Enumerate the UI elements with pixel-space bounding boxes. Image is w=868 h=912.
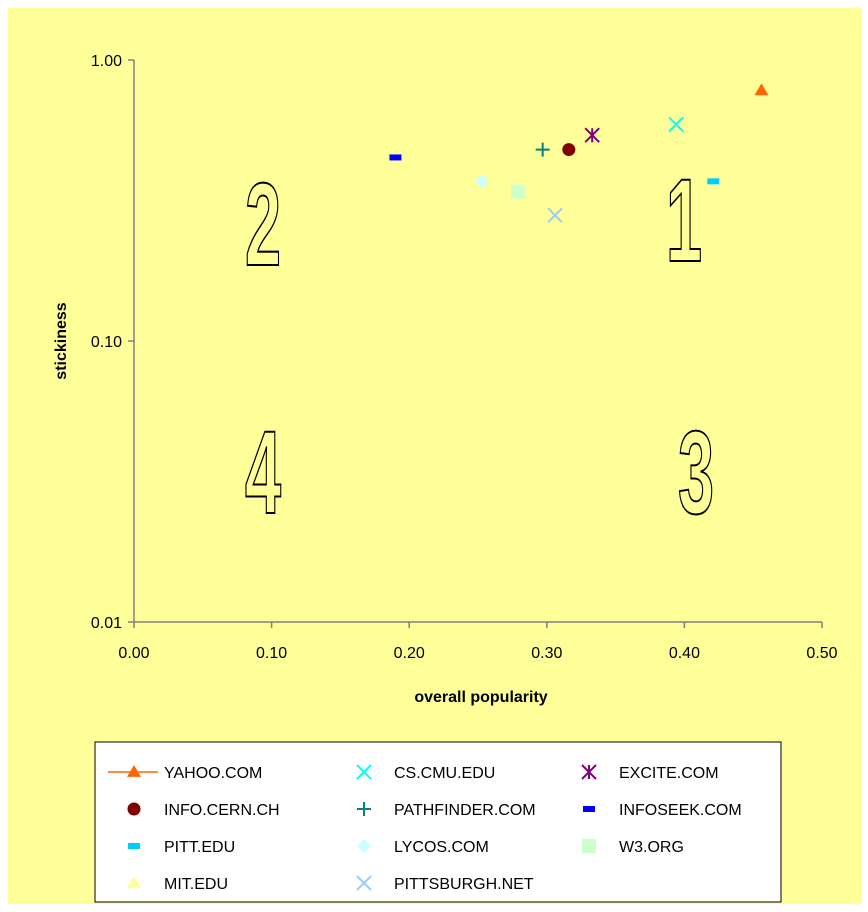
legend: YAHOO.COM CS.CMU.EDU EXCITE.COM INFO.CERN.C…: [94, 741, 782, 903]
quadrant-label-1: 1: [666, 156, 702, 287]
data-point: [668, 116, 684, 133]
legend-marker: [583, 806, 595, 812]
data-point: [389, 154, 402, 161]
data-point: [535, 142, 550, 157]
data-point: [547, 207, 563, 224]
data-point: [754, 83, 769, 96]
legend-label: INFO.CERN.CH: [164, 802, 280, 819]
legend-label: YAHOO.COM: [164, 765, 262, 782]
quadrant-label-4: 4: [245, 408, 281, 539]
data-point: [707, 178, 720, 185]
data-points: [389, 83, 769, 224]
legend-marker: [357, 802, 371, 816]
x-tick-label: 0.10: [256, 645, 287, 662]
chart-area: 1 2 3 4 0.00 0.10 0.20 0.30 0.40 0.50 1.00 0.10…: [8, 8, 862, 904]
legend-marker: [127, 802, 141, 816]
legend-marker: [127, 765, 141, 777]
legend-label: W3.ORG: [619, 839, 684, 856]
data-point: [510, 184, 525, 199]
y-tick-label: 0.10: [91, 334, 122, 351]
y-tick-label: 1.00: [91, 53, 122, 70]
plot-area: [134, 60, 822, 622]
legend-label: MIT.EDU: [164, 876, 228, 893]
data-point: [584, 127, 600, 143]
legend-label: EXCITE.COM: [619, 765, 719, 782]
legend-marker: [128, 843, 140, 849]
x-tick-label: 0.20: [394, 645, 425, 662]
quadrant-labels: 1 2 3 4: [244, 155, 715, 540]
legend-marker: [356, 875, 372, 891]
legend-marker: [582, 839, 596, 853]
legend-label: INFOSEEK.COM: [619, 802, 742, 819]
x-axis-title: overall popularity: [414, 689, 547, 706]
legend-label: PITT.EDU: [164, 839, 235, 856]
legend-label: CS.CMU.EDU: [394, 765, 495, 782]
data-point: [475, 174, 490, 189]
x-tick-label: 0.40: [669, 645, 700, 662]
y-tick-label: 0.01: [91, 615, 122, 632]
legend-box: [94, 741, 782, 903]
scatter-chart: 1 2 3 4 0.00 0.10 0.20 0.30 0.40 0.50 1.00 0.10…: [53, 53, 838, 903]
x-tick-label: 0.00: [118, 645, 149, 662]
tick-labels: 0.00 0.10 0.20 0.30 0.40 0.50 1.00 0.10 0.01: [91, 53, 838, 662]
legend-label: PITTSBURGH.NET: [394, 876, 534, 893]
quadrant-label-2: 2: [245, 160, 281, 291]
legend-label: PATHFINDER.COM: [394, 802, 536, 819]
legend-label: LYCOS.COM: [394, 839, 489, 856]
legend-marker: [357, 839, 371, 853]
quadrant-label-3: 3: [678, 408, 714, 539]
axes: [128, 59, 823, 628]
legend-marker: [356, 764, 372, 780]
y-axis-title: stickiness: [53, 302, 70, 379]
legend-marker: [581, 764, 597, 780]
x-tick-label: 0.50: [806, 645, 837, 662]
legend-marker: [127, 876, 141, 888]
data-point: [562, 143, 576, 157]
x-tick-label: 0.30: [531, 645, 562, 662]
